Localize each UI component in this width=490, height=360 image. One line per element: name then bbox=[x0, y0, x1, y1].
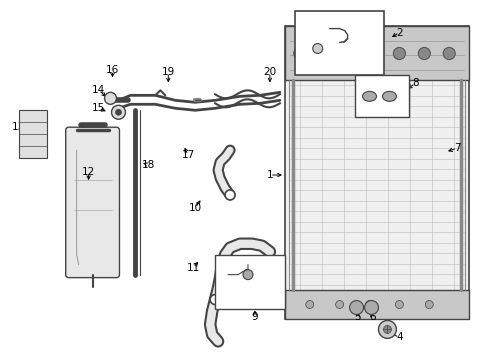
Text: 3: 3 bbox=[298, 45, 305, 55]
Circle shape bbox=[365, 301, 378, 315]
Bar bbox=[285, 289, 469, 319]
Circle shape bbox=[336, 301, 343, 309]
Text: 16: 16 bbox=[106, 66, 119, 76]
Text: 19: 19 bbox=[162, 67, 175, 77]
Text: 12: 12 bbox=[82, 167, 95, 177]
Circle shape bbox=[425, 301, 433, 309]
Circle shape bbox=[366, 301, 373, 309]
Circle shape bbox=[368, 48, 380, 59]
Circle shape bbox=[395, 301, 403, 309]
Text: 2: 2 bbox=[396, 28, 403, 37]
Circle shape bbox=[443, 48, 455, 59]
Text: 17: 17 bbox=[182, 150, 195, 160]
Text: 6: 6 bbox=[369, 312, 376, 323]
Circle shape bbox=[418, 48, 430, 59]
Text: 20: 20 bbox=[263, 67, 276, 77]
Circle shape bbox=[116, 109, 122, 115]
Circle shape bbox=[313, 44, 323, 54]
Text: 15: 15 bbox=[92, 103, 105, 113]
Bar bbox=[285, 26, 469, 319]
Text: 11: 11 bbox=[187, 263, 200, 273]
Bar bbox=[295, 11, 385, 75]
Text: 1: 1 bbox=[267, 170, 273, 180]
Circle shape bbox=[384, 325, 392, 333]
Circle shape bbox=[349, 301, 364, 315]
Bar bbox=[19, 110, 47, 158]
Text: 9: 9 bbox=[252, 312, 258, 323]
Circle shape bbox=[225, 190, 235, 200]
Text: 8: 8 bbox=[412, 78, 418, 88]
Ellipse shape bbox=[383, 91, 396, 101]
Circle shape bbox=[378, 320, 396, 338]
Text: 18: 18 bbox=[142, 160, 155, 170]
Text: 4: 4 bbox=[396, 332, 403, 342]
Text: 14: 14 bbox=[92, 85, 105, 95]
Text: 10: 10 bbox=[189, 203, 202, 213]
Circle shape bbox=[318, 48, 331, 59]
Bar bbox=[215, 255, 285, 310]
Text: 13: 13 bbox=[12, 122, 25, 132]
Circle shape bbox=[112, 105, 125, 119]
Circle shape bbox=[243, 270, 253, 280]
Circle shape bbox=[306, 301, 314, 309]
Circle shape bbox=[104, 92, 117, 104]
Circle shape bbox=[343, 48, 356, 59]
Bar bbox=[285, 26, 469, 80]
Text: 7: 7 bbox=[454, 143, 461, 153]
Bar bbox=[355, 75, 409, 117]
Text: 5: 5 bbox=[354, 312, 361, 323]
FancyBboxPatch shape bbox=[66, 127, 120, 278]
Circle shape bbox=[294, 48, 306, 59]
Ellipse shape bbox=[363, 91, 376, 101]
Circle shape bbox=[210, 294, 220, 305]
Circle shape bbox=[393, 48, 405, 59]
